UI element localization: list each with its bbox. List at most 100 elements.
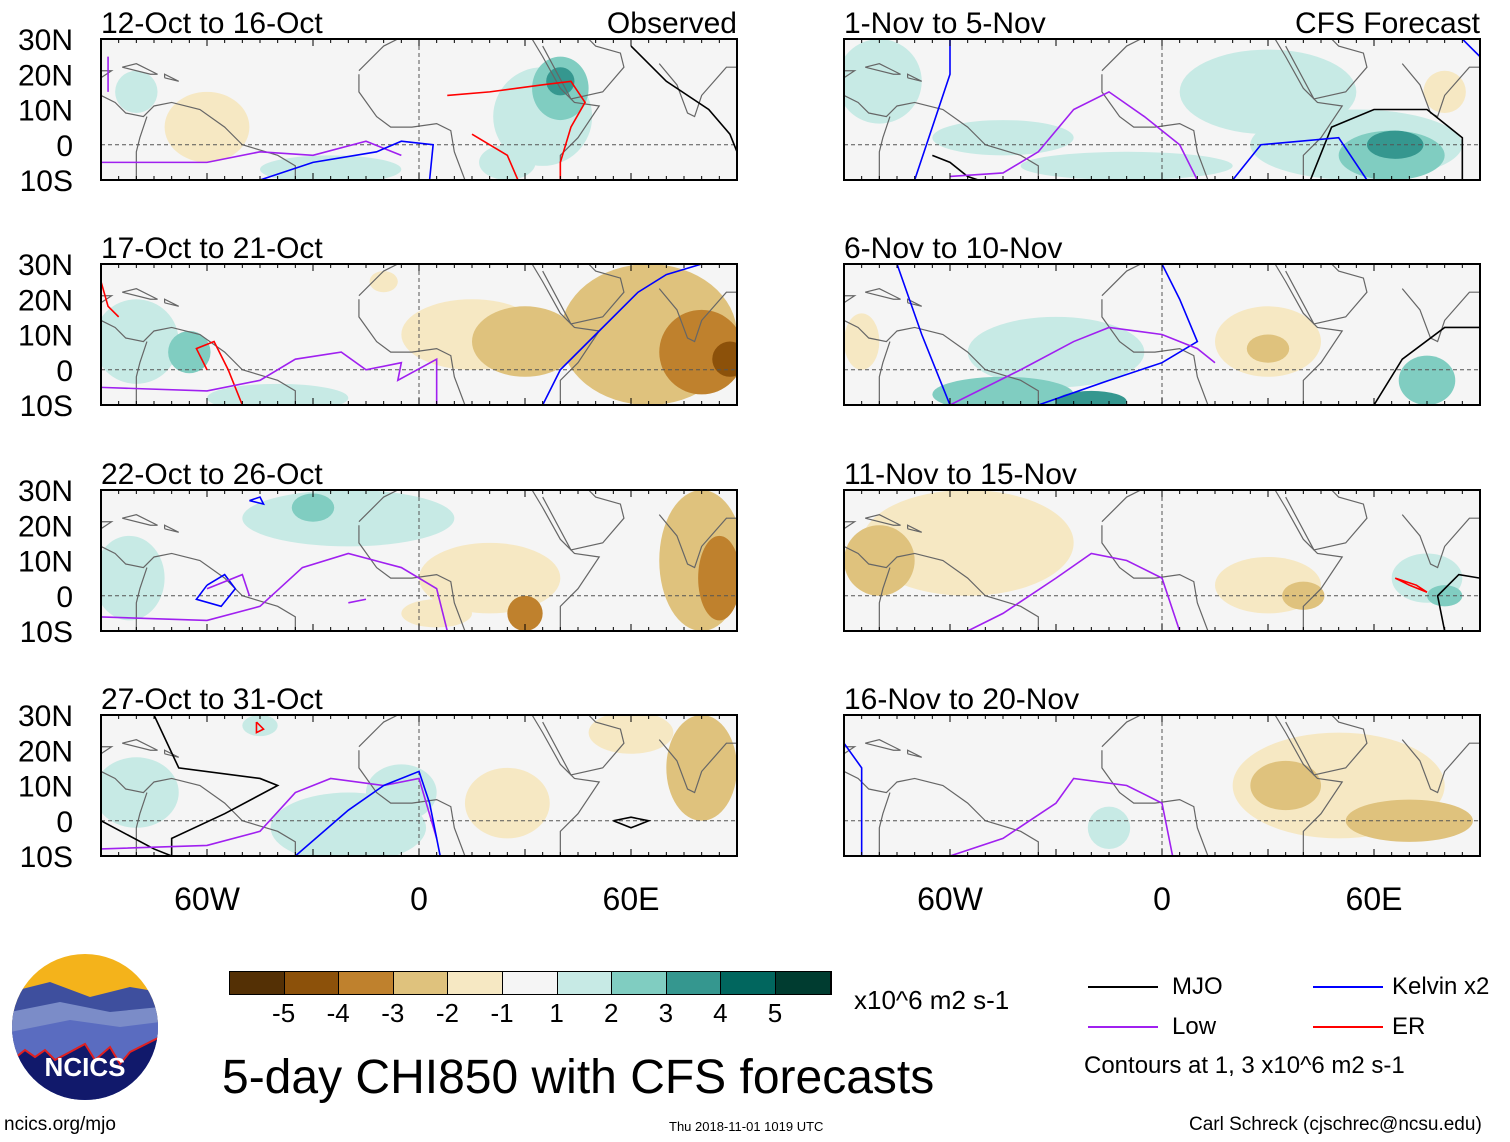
colorbar-swatch [721,972,776,994]
colorbar-label: -4 [326,998,350,1028]
coastline [122,514,158,526]
chi-anomaly-blob [698,535,737,621]
colorbar-swatch [612,972,667,994]
x-tick-label: 60W [174,881,241,917]
contour-low [101,140,402,164]
coastline [358,715,399,748]
contour-er [1394,577,1428,593]
coastline [906,298,923,307]
coastline [1285,715,1368,776]
contour-kelvin [195,573,237,608]
coastline [1285,264,1368,325]
panel-content [101,490,737,631]
colorbar-swatch [448,972,503,994]
coastline [1285,490,1368,551]
legend-er-line [1313,1026,1383,1028]
panel-content [844,264,1480,405]
coastline [542,264,625,325]
chi-anomaly-blob [1250,760,1321,811]
y-tick-label: 30N [18,700,73,733]
y-tick-label: 0 [56,581,73,614]
colorbar-swatch [284,972,340,994]
panel-content [844,39,1480,180]
coastline [1274,39,1344,180]
y-tick-label: 10S [20,616,73,649]
coastline [101,545,296,631]
contour-mjo [932,154,979,180]
coastline [1101,264,1142,297]
contour-er [195,340,244,405]
contour-er [471,133,519,180]
colorbar-swatch [557,972,613,994]
contour-mjo [1309,108,1464,180]
contour-kelvin [249,496,266,506]
panel-date-label: 1-Nov to 5-Nov [844,7,1046,40]
coastline [1401,288,1480,343]
colorbar-label: -5 [272,998,296,1028]
coastline [1101,39,1142,72]
footer-url[interactable]: ncics.org/mjo [4,1114,116,1135]
legend-kelvin-line [1313,986,1383,988]
contour-low [101,351,438,405]
chi-anomaly-blob [861,490,1074,596]
coastline [844,94,1039,180]
coastline [542,39,625,100]
contour-mjo [153,715,280,856]
coastline [844,521,857,530]
coastline [1321,855,1323,856]
colorbar-label: 4 [713,998,728,1028]
coastline [578,404,580,405]
chi-anomaly-blob [164,91,250,163]
colorbar-swatch [666,972,722,994]
coastline [358,39,399,72]
coastline [844,295,857,304]
column-header: Observed [607,7,737,40]
y-tick-label: 10N [18,546,73,579]
coastline [658,63,737,118]
coastline [658,288,737,343]
map-panel: 1-Nov to 5-Nov CFS Forecast [843,7,1481,181]
chi-anomaly-blob [207,383,349,405]
contour-kelvin [913,39,951,180]
coastline [1274,264,1344,405]
chi-anomaly-blob [712,341,737,377]
chi-anomaly-blob [369,271,398,293]
y-tick-label: 20N [18,284,73,317]
colorbar-swatch [775,972,831,994]
y-tick-label: 10N [18,771,73,804]
coastline [1321,630,1323,631]
contour-mjo [101,820,172,856]
y-tick-label: 10S [20,390,73,423]
y-tick-label: 0 [56,806,73,839]
legend-er: ER [1392,1013,1426,1040]
coastline [164,298,180,307]
coastline [358,264,399,297]
coastline [844,319,1039,405]
y-tick-label: 10N [18,320,73,353]
contour-mjo [1436,573,1480,631]
coastline [531,264,601,405]
coastline [658,514,737,569]
coastline [865,739,901,751]
colorbar-label: -2 [435,998,459,1028]
x-tick-label: 0 [1153,881,1171,917]
panel-content [844,490,1480,631]
contour-kelvin [844,742,863,856]
chi-anomaly-blob [242,490,455,547]
panel-date-label: 11-Nov to 15-Nov [844,458,1077,491]
colorbar-swatch [393,972,449,994]
coastline [1274,490,1344,631]
chi-anomaly-blob [1246,334,1290,363]
chi-anomaly-blob [1020,151,1233,180]
chi-anomaly-blob [659,309,737,395]
colorbar-label: 3 [658,998,674,1028]
contour-low [949,777,1174,856]
colorbar-label: 1 [549,998,564,1028]
coastline [101,70,114,79]
coastline [358,490,399,523]
chi-anomaly-blob [101,535,165,621]
